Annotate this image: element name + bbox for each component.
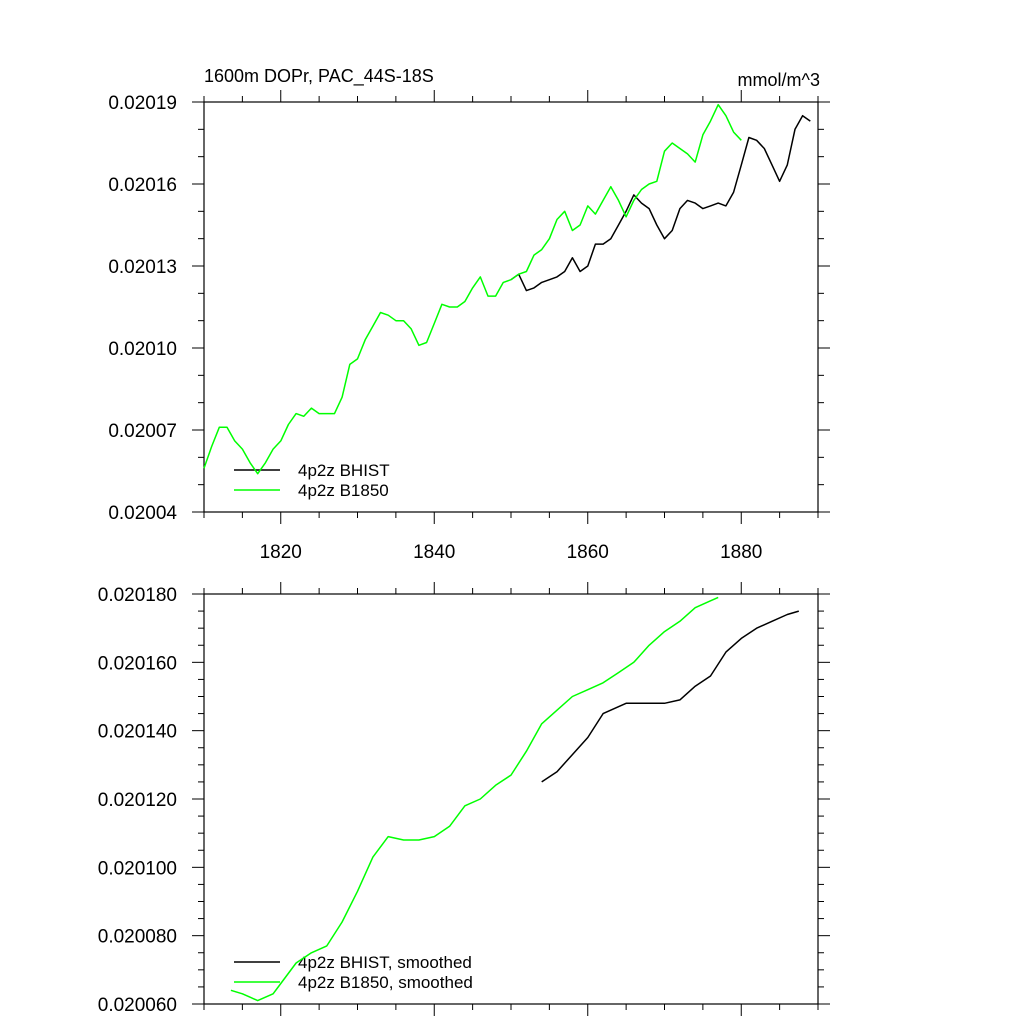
- legend-label: 4p2z BHIST, smoothed: [298, 953, 472, 972]
- y-tick-label: 0.020180: [98, 585, 177, 606]
- x-tick-label: 1860: [567, 542, 609, 563]
- y-tick-label: 0.02004: [108, 503, 177, 524]
- y-tick-label: 0.020160: [98, 653, 177, 674]
- y-tick-label: 0.020140: [98, 722, 177, 743]
- series-line-bhist: [510, 114, 811, 292]
- legend-label: 4p2z BHIST: [298, 461, 390, 480]
- y-tick-label: 0.02019: [108, 93, 177, 114]
- x-tick-label: 1880: [720, 542, 762, 563]
- chart-title: 1600m DOPr, PAC_44S-18S: [204, 66, 434, 87]
- x-tick-label: 1840: [413, 542, 455, 563]
- y-tick-label: 0.020080: [98, 927, 177, 948]
- plot-frame-bottom: [203, 593, 819, 1005]
- x-tick-label: 1820: [260, 542, 302, 563]
- series-line-bhist: [541, 610, 800, 783]
- series-line-b1850: [230, 596, 719, 1002]
- y-tick-label: 0.02010: [108, 339, 177, 360]
- legend-label: 4p2z B1850: [298, 481, 389, 500]
- y-tick-label: 0.02013: [108, 257, 177, 278]
- plot-frame-top: [203, 101, 819, 513]
- bottom-panel: 0.020060 0.020080 0.020100 0.020120 0.020140…: [98, 582, 830, 1016]
- series-line-b1850: [203, 103, 742, 475]
- y-tick-label: 0.020060: [98, 995, 177, 1016]
- units-label: mmol/m^3: [738, 70, 820, 90]
- legend-label: 4p2z B1850, smoothed: [298, 973, 473, 992]
- y-tick-label: 0.02007: [108, 421, 177, 442]
- y-tick-label: 0.02016: [108, 175, 177, 196]
- y-tick-label: 0.020120: [98, 790, 177, 811]
- y-tick-label: 0.020100: [98, 858, 177, 879]
- top-panel: 1600m DOPr, PAC_44S-18S mmol/m^3 1820 184…: [108, 66, 830, 563]
